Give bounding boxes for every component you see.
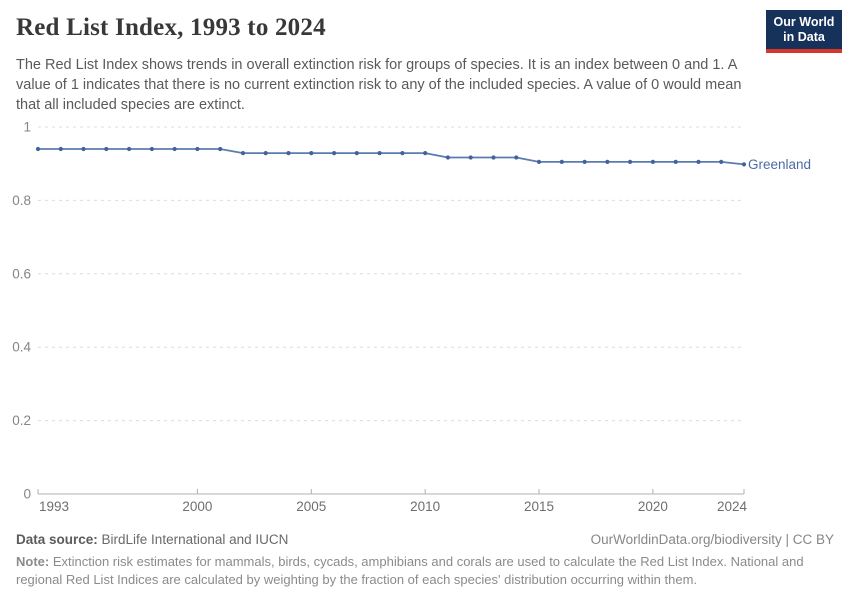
data-source: Data source: BirdLife International and …	[16, 532, 288, 547]
owid-logo-line2: in Data	[783, 30, 825, 44]
data-point[interactable]	[536, 159, 542, 164]
owid-logo[interactable]: Our World in Data	[766, 10, 842, 53]
data-point[interactable]	[605, 159, 610, 164]
data-point[interactable]	[650, 159, 656, 164]
data-point[interactable]	[35, 146, 41, 152]
data-point[interactable]	[696, 159, 701, 164]
x-tick-label: 2005	[296, 499, 326, 514]
x-tick-label: 2000	[182, 499, 212, 514]
chart-subtitle: The Red List Index shows trends in overa…	[16, 57, 742, 113]
y-tick-label: 0	[23, 487, 31, 502]
data-point[interactable]	[172, 146, 177, 152]
data-point[interactable]	[514, 155, 519, 160]
data-source-value: BirdLife International and IUCN	[97, 532, 289, 547]
data-point[interactable]	[400, 151, 405, 156]
note-text: Extinction risk estimates for mammals, b…	[16, 554, 804, 587]
data-point[interactable]	[149, 146, 154, 152]
data-source-label: Data source:	[16, 532, 98, 547]
chart-note: Note: Extinction risk estimates for mamm…	[16, 553, 816, 588]
page-title: Red List Index, 1993 to 2024	[16, 14, 326, 41]
data-point[interactable]	[127, 146, 132, 152]
note-label: Note:	[16, 554, 50, 569]
data-point[interactable]	[491, 155, 496, 160]
data-point[interactable]	[377, 151, 382, 156]
data-point[interactable]	[559, 159, 564, 164]
data-point[interactable]	[218, 146, 223, 152]
y-tick-label: 0.8	[12, 193, 31, 208]
series-label-greenland[interactable]: Greenland	[748, 157, 812, 172]
x-tick-label: 2020	[638, 499, 668, 514]
data-point[interactable]	[354, 151, 359, 156]
data-point[interactable]	[263, 151, 268, 156]
y-tick-label: 0.2	[12, 413, 31, 428]
footer-license-link[interactable]: OurWorldinData.org/biodiversity | CC BY	[590, 532, 834, 547]
data-point[interactable]	[104, 146, 109, 152]
x-tick-label: 2015	[524, 499, 554, 514]
x-tick-label: 2024	[717, 499, 748, 514]
y-tick-label: 0.6	[12, 266, 31, 281]
data-point[interactable]	[445, 155, 450, 160]
data-point[interactable]	[673, 159, 678, 164]
data-point[interactable]	[628, 159, 633, 164]
y-tick-label: 1	[23, 120, 31, 135]
data-point[interactable]	[741, 162, 747, 167]
owid-logo-line1: Our World	[773, 15, 835, 29]
data-point[interactable]	[423, 151, 428, 156]
y-tick-label: 0.4	[12, 340, 31, 355]
greenland-line[interactable]	[38, 148, 745, 166]
data-point[interactable]	[240, 151, 246, 156]
data-point[interactable]	[468, 155, 473, 160]
x-tick-label: 1993	[39, 499, 69, 514]
data-point[interactable]	[286, 151, 291, 156]
data-point[interactable]	[582, 159, 587, 164]
chart-footer: Data source: BirdLife International and …	[16, 532, 834, 588]
data-point[interactable]	[58, 146, 63, 152]
data-point[interactable]	[719, 159, 724, 164]
data-point[interactable]	[81, 146, 86, 152]
data-point[interactable]	[309, 151, 314, 156]
x-tick-label: 2010	[410, 499, 440, 514]
data-point[interactable]	[195, 146, 200, 152]
data-point[interactable]	[332, 151, 337, 156]
